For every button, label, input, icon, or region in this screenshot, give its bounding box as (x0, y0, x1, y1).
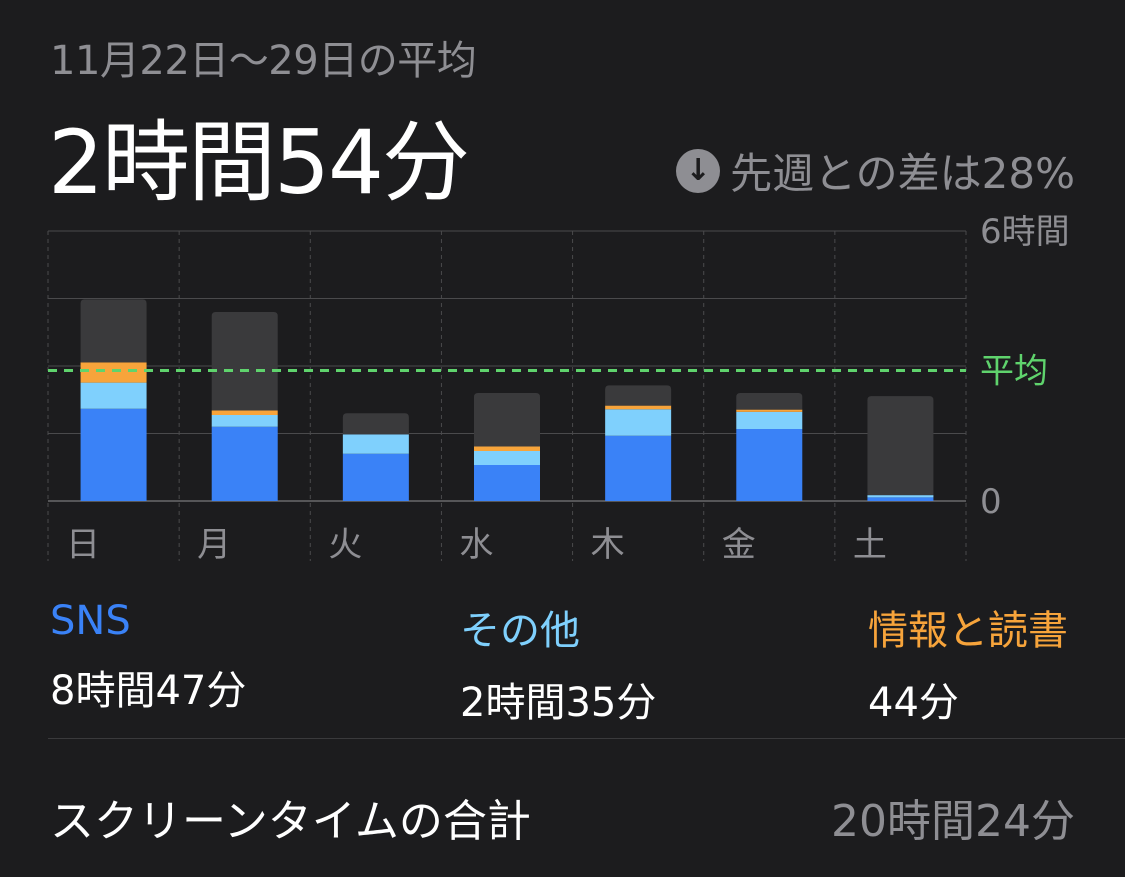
legend-name-other: その他 (460, 608, 580, 654)
legend-item-info-reading[interactable]: 情報と読書 44分 (868, 598, 1068, 728)
bar-segment (474, 465, 540, 501)
change-indicator: ↓ 先週との差は28% (676, 140, 1075, 201)
bar-segment (211, 410, 278, 416)
bar-segment (736, 393, 803, 410)
bar-segment (342, 453, 409, 501)
bar-segment (342, 413, 409, 435)
bar-segment (211, 415, 278, 427)
bar-segment (736, 411, 803, 429)
x-tick-label: 日 (66, 525, 100, 565)
total-value: 20時間24分 (831, 796, 1075, 847)
bar-segment (605, 385, 672, 406)
divider (48, 738, 1125, 739)
average-value: 2時間54分 (48, 111, 470, 214)
y-tick-label: 0 (980, 482, 1002, 522)
x-tick-label: 土 (853, 525, 887, 565)
bar-segment (867, 497, 934, 501)
bar-segment (80, 362, 147, 383)
bar-segment (736, 409, 803, 412)
legend-value-sns: 8時間47分 (50, 668, 247, 714)
category-legend: SNS 8時間47分 その他 2時間35分 情報と読書 44分 (0, 598, 1125, 726)
average-label: 平均 (980, 352, 1048, 392)
bar-segment (736, 429, 803, 501)
bar-segment (867, 396, 934, 496)
total-label: スクリーンタイムの合計 (50, 796, 531, 847)
legend-item-sns[interactable]: SNS 8時間47分 (50, 598, 246, 716)
bar-segment (80, 299, 147, 363)
legend-value-info-reading: 44分 (868, 680, 959, 726)
arrow-down-circle-icon: ↓ (676, 148, 721, 193)
bar-segment (474, 393, 540, 447)
x-tick-label: 火 (328, 525, 362, 565)
bar-segment (605, 435, 672, 501)
x-tick-label: 木 (591, 525, 625, 565)
legend-item-other[interactable]: その他 2時間35分 (460, 598, 656, 728)
x-tick-label: 月 (197, 525, 231, 565)
bar-segment (605, 405, 672, 410)
y-tick-label: 6時間 (980, 215, 1070, 252)
legend-value-other: 2時間35分 (460, 680, 657, 726)
bar-segment (211, 426, 278, 501)
bar-segment (605, 409, 672, 436)
bar-segment (211, 312, 278, 411)
x-tick-label: 金 (722, 525, 756, 565)
range-label: 11月22日〜29日の平均 (50, 38, 477, 84)
bar-segment (80, 408, 147, 501)
bar-segment (474, 446, 540, 452)
bar-segment (474, 451, 540, 465)
bar-segment (342, 434, 409, 454)
usage-chart[interactable]: 日 月 火 水 木 金 土 平均 6時間 0 (0, 215, 1125, 575)
legend-name-info-reading: 情報と読書 (868, 608, 1068, 654)
x-tick-label: 水 (459, 525, 493, 565)
bar-segment (80, 382, 147, 409)
total-row[interactable]: スクリーンタイムの合計 20時間24分 (50, 785, 1075, 849)
change-text: 先週との差は28% (730, 149, 1075, 198)
legend-name-sns: SNS (50, 598, 131, 644)
bar-segment (867, 495, 934, 498)
